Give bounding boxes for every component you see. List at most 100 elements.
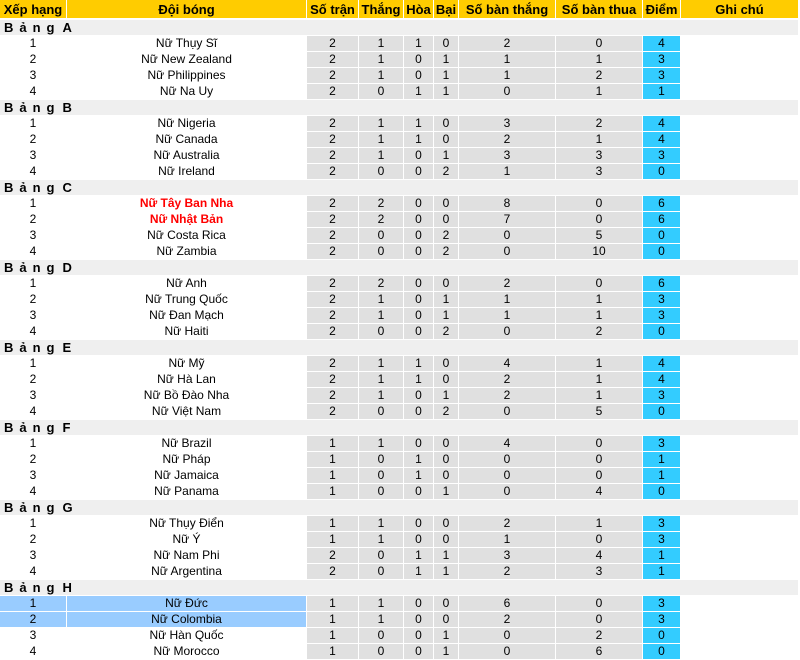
lost-cell: 0 xyxy=(434,532,458,548)
team-row[interactable]: 3 Nữ Nam Phi 2 0 1 1 3 4 1 xyxy=(0,548,798,564)
team-row[interactable]: 2 Nữ Canada 2 1 1 0 2 1 4 xyxy=(0,132,798,148)
team-row[interactable]: 2 Nữ Nhật Bản 2 2 0 0 7 0 6 xyxy=(0,212,798,228)
team-name: Nữ Panama xyxy=(67,484,306,500)
lost-cell: 1 xyxy=(434,308,458,324)
drawn-cell: 0 xyxy=(404,308,433,324)
rank-cell: 4 xyxy=(0,324,66,340)
team-row[interactable]: 2 Nữ Colombia 1 1 0 0 2 0 3 xyxy=(0,612,798,628)
points-cell: 0 xyxy=(643,324,680,340)
team-row[interactable]: 4 Nữ Argentina 2 0 1 1 2 3 1 xyxy=(0,564,798,580)
won-cell: 0 xyxy=(359,84,403,100)
played-cell: 2 xyxy=(307,52,358,68)
goals-for-cell: 0 xyxy=(459,324,555,340)
team-row[interactable]: 4 Nữ Na Uy 2 0 1 1 0 1 1 xyxy=(0,84,798,100)
goals-against-cell: 0 xyxy=(556,36,642,52)
team-row[interactable]: 3 Nữ Jamaica 1 0 1 0 0 0 1 xyxy=(0,468,798,484)
group-letter: B xyxy=(62,100,72,115)
goals-against-cell: 1 xyxy=(556,516,642,532)
rank-cell: 1 xyxy=(0,356,66,372)
team-name: Nữ New Zealand xyxy=(67,52,306,68)
lost-cell: 0 xyxy=(434,132,458,148)
team-name: Nữ Haiti xyxy=(67,324,306,340)
goals-for-cell: 0 xyxy=(459,244,555,260)
notes-cell xyxy=(681,596,798,612)
points-cell: 0 xyxy=(643,484,680,500)
team-row[interactable]: 2 Nữ Pháp 1 0 1 0 0 0 1 xyxy=(0,452,798,468)
team-row[interactable]: 3 Nữ Đan Mạch 2 1 0 1 1 1 3 xyxy=(0,308,798,324)
team-row[interactable]: 3 Nữ Costa Rica 2 0 0 2 0 5 0 xyxy=(0,228,798,244)
team-row[interactable]: 3 Nữ Philippines 2 1 0 1 1 2 3 xyxy=(0,68,798,84)
goals-for-cell: 3 xyxy=(459,116,555,132)
team-row[interactable]: 1 Nữ Nigeria 2 1 1 0 3 2 4 xyxy=(0,116,798,132)
group-letter: G xyxy=(62,500,73,515)
played-cell: 2 xyxy=(307,356,358,372)
won-cell: 1 xyxy=(359,372,403,388)
drawn-cell: 0 xyxy=(404,436,433,452)
rank-cell: 2 xyxy=(0,372,66,388)
team-name: Nữ Việt Nam xyxy=(67,404,306,420)
team-row[interactable]: 4 Nữ Morocco 1 0 0 1 0 6 0 xyxy=(0,644,798,660)
team-row[interactable]: 1 Nữ Thụy Điển 1 1 0 0 2 1 3 xyxy=(0,516,798,532)
team-row[interactable]: 1 Nữ Tây Ban Nha 2 2 0 0 8 0 6 xyxy=(0,196,798,212)
group-word: Bảng xyxy=(4,100,61,115)
drawn-cell: 1 xyxy=(404,564,433,580)
team-name: Nữ Tây Ban Nha xyxy=(67,196,306,212)
team-name: Nữ Anh xyxy=(67,276,306,292)
won-cell: 0 xyxy=(359,644,403,660)
goals-against-cell: 3 xyxy=(556,564,642,580)
goals-for-cell: 2 xyxy=(459,276,555,292)
notes-cell xyxy=(681,196,798,212)
drawn-cell: 0 xyxy=(404,228,433,244)
goals-against-cell: 1 xyxy=(556,372,642,388)
goals-against-cell: 0 xyxy=(556,468,642,484)
notes-cell xyxy=(681,244,798,260)
team-row[interactable]: 3 Nữ Hàn Quốc 1 0 0 1 0 2 0 xyxy=(0,628,798,644)
team-row[interactable]: 4 Nữ Zambia 2 0 0 2 0 10 0 xyxy=(0,244,798,260)
team-name: Nữ Pháp xyxy=(67,452,306,468)
group-header: Bảng E xyxy=(0,340,798,356)
team-row[interactable]: 2 Nữ Trung Quốc 2 1 0 1 1 1 3 xyxy=(0,292,798,308)
team-row[interactable]: 3 Nữ Bồ Đào Nha 2 1 0 1 2 1 3 xyxy=(0,388,798,404)
played-cell: 2 xyxy=(307,292,358,308)
team-row[interactable]: 1 Nữ Anh 2 2 0 0 2 0 6 xyxy=(0,276,798,292)
lost-cell: 1 xyxy=(434,628,458,644)
points-cell: 3 xyxy=(643,388,680,404)
points-cell: 6 xyxy=(643,196,680,212)
goals-against-cell: 0 xyxy=(556,612,642,628)
rank-cell: 3 xyxy=(0,468,66,484)
notes-cell xyxy=(681,356,798,372)
rank-cell: 1 xyxy=(0,516,66,532)
team-row[interactable]: 1 Nữ Đức 1 1 0 0 6 0 3 xyxy=(0,596,798,612)
points-cell: 3 xyxy=(643,596,680,612)
team-row[interactable]: 1 Nữ Thụy Sĩ 2 1 1 0 2 0 4 xyxy=(0,36,798,52)
played-cell: 1 xyxy=(307,532,358,548)
notes-cell xyxy=(681,644,798,660)
team-row[interactable]: 3 Nữ Australia 2 1 0 1 3 3 3 xyxy=(0,148,798,164)
rank-cell: 2 xyxy=(0,52,66,68)
lost-cell: 0 xyxy=(434,468,458,484)
team-row[interactable]: 2 Nữ Hà Lan 2 1 1 0 2 1 4 xyxy=(0,372,798,388)
team-name: Nữ Brazil xyxy=(67,436,306,452)
drawn-cell: 0 xyxy=(404,404,433,420)
goals-against-cell: 2 xyxy=(556,628,642,644)
points-cell: 6 xyxy=(643,276,680,292)
goals-for-cell: 3 xyxy=(459,148,555,164)
team-row[interactable]: 4 Nữ Việt Nam 2 0 0 2 0 5 0 xyxy=(0,404,798,420)
team-name: Nữ Nigeria xyxy=(67,116,306,132)
col-points: Điểm xyxy=(643,0,680,20)
col-notes: Ghi chú xyxy=(681,0,798,20)
team-row[interactable]: 4 Nữ Panama 1 0 0 1 0 4 0 xyxy=(0,484,798,500)
team-row[interactable]: 1 Nữ Mỹ 2 1 1 0 4 1 4 xyxy=(0,356,798,372)
goals-for-cell: 0 xyxy=(459,404,555,420)
team-row[interactable]: 4 Nữ Haiti 2 0 0 2 0 2 0 xyxy=(0,324,798,340)
goals-for-cell: 1 xyxy=(459,532,555,548)
goals-for-cell: 0 xyxy=(459,84,555,100)
notes-cell xyxy=(681,132,798,148)
lost-cell: 0 xyxy=(434,372,458,388)
team-row[interactable]: 4 Nữ Ireland 2 0 0 2 1 3 0 xyxy=(0,164,798,180)
team-row[interactable]: 1 Nữ Brazil 1 1 0 0 4 0 3 xyxy=(0,436,798,452)
team-row[interactable]: 2 Nữ New Zealand 2 1 0 1 1 1 3 xyxy=(0,52,798,68)
notes-cell xyxy=(681,564,798,580)
goals-for-cell: 2 xyxy=(459,564,555,580)
